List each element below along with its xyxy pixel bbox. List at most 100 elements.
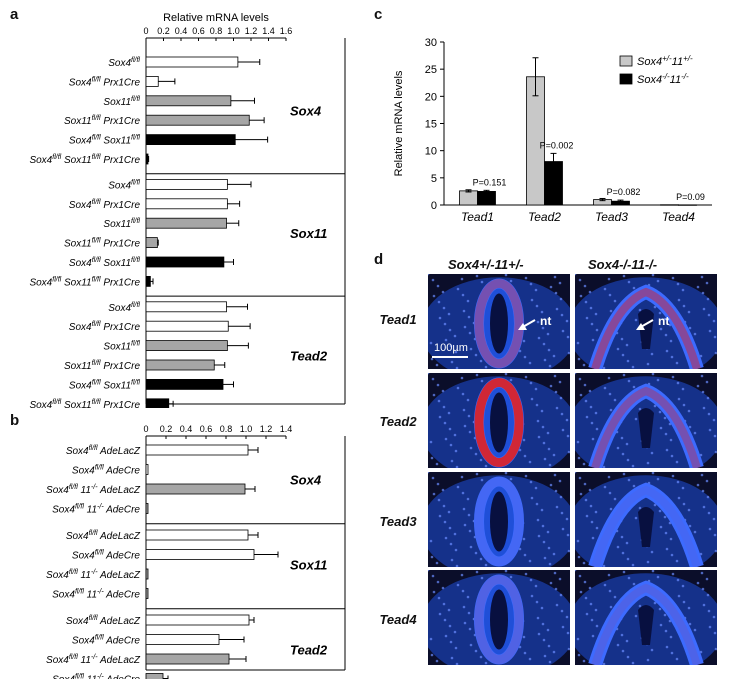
nucleus-dot xyxy=(584,399,588,403)
nucleus-dot xyxy=(700,374,704,378)
nucleus-dot xyxy=(437,399,441,403)
nucleus-dot xyxy=(699,650,703,654)
legend-label: Sox4+/-11+/- xyxy=(637,54,693,69)
nucleus-dot xyxy=(608,589,612,593)
nucleus-dot xyxy=(554,291,558,295)
x-tick-label: 0.8 xyxy=(220,424,233,434)
nucleus-dot xyxy=(518,547,522,551)
nucleus-dot xyxy=(602,662,606,665)
nucleus-dot xyxy=(547,348,551,352)
nucleus-dot xyxy=(651,570,655,573)
micrograph-tead1-control xyxy=(428,274,570,369)
bar xyxy=(145,134,236,146)
nucleus-dot xyxy=(567,647,570,651)
nucleus-dot xyxy=(622,274,626,278)
x-tick-label: 1.2 xyxy=(260,424,273,434)
bar-label: Sox4fl/fl Sox11fl/fl Prx1Cre xyxy=(29,154,140,166)
nucleus-dot xyxy=(603,485,607,489)
nucleus-dot xyxy=(469,446,473,450)
bar xyxy=(145,95,232,107)
nucleus-dot xyxy=(536,419,540,423)
nucleus-dot xyxy=(595,526,599,530)
nucleus-dot xyxy=(432,590,436,594)
legend-swatch xyxy=(619,73,633,85)
nucleus-dot xyxy=(576,440,580,444)
nucleus-dot xyxy=(613,595,617,599)
nucleus-dot xyxy=(702,505,706,509)
nucleus-dot xyxy=(475,274,479,278)
nucleus-dot xyxy=(479,557,483,561)
nucleus-dot xyxy=(701,291,705,295)
nucleus-dot xyxy=(541,425,545,429)
nucleus-dot xyxy=(579,590,583,594)
nucleus-dot xyxy=(454,449,458,453)
nucleus-dot xyxy=(708,625,712,629)
nucleus-dot xyxy=(528,361,532,365)
nucleus-dot xyxy=(705,380,709,384)
nucleus-dot xyxy=(627,379,631,383)
nucleus-dot xyxy=(675,361,679,365)
bar xyxy=(145,256,225,268)
nucleus-dot xyxy=(528,559,532,563)
nucleus-dot xyxy=(504,472,508,475)
nucleus-dot xyxy=(705,281,709,285)
nucleus-dot xyxy=(681,387,685,391)
nucleus-dot xyxy=(585,415,589,419)
p-value: P=0.082 xyxy=(607,187,641,197)
nucleus-dot xyxy=(646,362,650,366)
panel-letter-c: c xyxy=(374,6,383,23)
nucleus-dot xyxy=(509,477,513,481)
nucleus-dot xyxy=(582,462,586,466)
nucleus-dot xyxy=(638,604,642,608)
nucleus-dot xyxy=(467,611,471,615)
nucleus-dot xyxy=(577,555,581,559)
nucleus-dot xyxy=(616,446,620,450)
nucleus-dot xyxy=(595,328,599,332)
nucleus-dot xyxy=(681,486,685,490)
nucleus-dot xyxy=(602,366,606,369)
nucleus-dot xyxy=(634,318,638,322)
nucleus-dot xyxy=(431,278,435,282)
nucleus-dot xyxy=(575,373,577,375)
nucleus-dot xyxy=(650,550,654,554)
y-tick-label: 5 xyxy=(431,173,437,185)
nucleus-dot xyxy=(443,421,447,425)
nucleus-dot xyxy=(558,577,562,581)
bar-label: Sox4fl/fl xyxy=(108,57,140,69)
nucleus-dot xyxy=(608,491,612,495)
nucleus-dot xyxy=(450,558,454,562)
nucleus-dot xyxy=(682,600,686,604)
nucleus-dot xyxy=(522,339,526,343)
nucleus-dot xyxy=(523,651,527,655)
nucleus-dot xyxy=(578,377,582,381)
nucleus-dot xyxy=(631,661,635,665)
nucleus-dot xyxy=(528,657,532,661)
nucleus-dot xyxy=(663,317,667,321)
nucleus-dot xyxy=(468,627,472,631)
nucleus-dot xyxy=(448,624,452,628)
nucleus-dot xyxy=(712,418,716,422)
column-label-knockout: Sox4-/-11-/- xyxy=(588,257,658,272)
nucleus-dot xyxy=(435,363,439,367)
nucleus-dot xyxy=(461,392,465,396)
nucleus-dot xyxy=(534,486,538,490)
y-tick-label: 20 xyxy=(425,91,437,103)
bar-label: Sox4fl/fl Sox11fl/fl xyxy=(69,257,141,269)
nucleus-dot xyxy=(456,287,460,291)
tead-signal xyxy=(474,477,524,566)
nucleus-dot xyxy=(658,607,662,611)
nucleus-dot xyxy=(555,603,559,607)
nucleus-dot xyxy=(608,293,612,297)
nucleus-dot xyxy=(431,377,435,381)
category-label: Tead1 xyxy=(461,210,494,224)
nucleus-dot xyxy=(431,476,435,480)
nucleus-dot xyxy=(677,397,681,401)
nucleus-dot xyxy=(582,561,586,565)
nucleus-dot xyxy=(609,309,613,313)
nucleus-dot xyxy=(669,635,673,639)
nucleus-dot xyxy=(607,573,611,577)
nucleus-dot xyxy=(552,650,556,654)
nucleus-dot xyxy=(591,634,595,638)
nucleus-dot xyxy=(713,631,717,635)
nucleus-dot xyxy=(546,431,550,435)
